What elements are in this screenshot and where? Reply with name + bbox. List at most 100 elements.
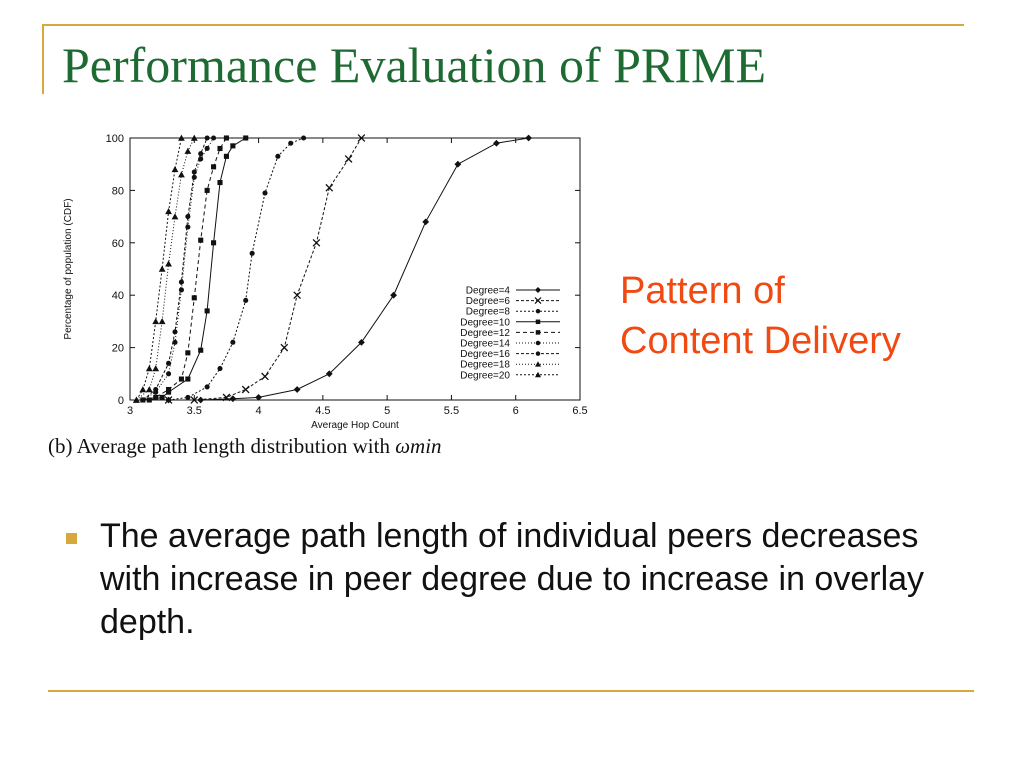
y-tick-label: 20 <box>112 343 124 355</box>
series-point-0 <box>358 338 365 346</box>
legend-marker <box>535 351 541 356</box>
series-point-3 <box>185 376 191 382</box>
series-point-8 <box>133 396 140 403</box>
series-point-7 <box>165 260 172 267</box>
x-tick-label: 5 <box>384 405 390 417</box>
series-point-1 <box>312 238 321 247</box>
series-point-0 <box>293 386 301 393</box>
x-tick-label: 4 <box>256 405 262 417</box>
pattern-label-line-1: Pattern of <box>620 270 785 312</box>
series-point-8 <box>158 265 166 272</box>
series-point-1 <box>222 393 231 402</box>
series-point-2 <box>230 339 236 345</box>
series-point-2 <box>204 384 210 390</box>
series-point-4 <box>191 295 197 301</box>
series-point-3 <box>204 308 210 314</box>
series-point-1 <box>293 291 302 300</box>
series-point-0 <box>390 291 397 299</box>
series-point-5 <box>198 156 204 162</box>
series-point-2 <box>249 250 255 256</box>
series-point-6 <box>191 169 197 175</box>
y-axis-label: Percentage of population (CDF) <box>63 198 74 339</box>
series-point-7 <box>178 171 185 178</box>
legend-label: Degree=18 <box>460 360 510 371</box>
plot-frame <box>129 137 581 401</box>
legend-label: Degree=16 <box>460 349 510 360</box>
series-point-1 <box>241 385 250 394</box>
x-axis-label: Average Hop Count <box>311 420 399 431</box>
series-point-7 <box>145 386 153 393</box>
series-point-5 <box>178 287 184 293</box>
series-point-8 <box>178 134 185 141</box>
series-point-6 <box>166 360 172 366</box>
series-point-6 <box>172 329 178 335</box>
y-tick-label: 0 <box>118 395 124 407</box>
series-point-1 <box>325 183 334 192</box>
legend-marker <box>535 361 541 367</box>
y-tick-label: 40 <box>112 290 124 302</box>
legend-marker <box>535 319 541 325</box>
series-point-4 <box>223 135 229 141</box>
slide-title: Performance Evaluation of PRIME <box>62 37 766 93</box>
series-point-6 <box>185 214 191 220</box>
x-tick-label: 5.5 <box>444 405 459 417</box>
series-line-5 <box>142 137 215 401</box>
legend-bg <box>426 282 566 382</box>
series-point-2 <box>166 397 172 403</box>
y-tick-label: 100 <box>106 133 124 145</box>
legend-marker <box>535 371 541 378</box>
cdf-chart-svg: 3 3.5 4 4.5 5 5.5 6 6.5 0 20 40 60 80 100 Average Hop … <box>63 133 588 431</box>
series-point-0 <box>454 160 462 168</box>
series-point-8 <box>171 166 179 173</box>
series-point-4 <box>211 164 217 170</box>
series-point-3 <box>223 153 229 159</box>
series-point-7 <box>171 213 179 220</box>
title-left-rule <box>42 24 44 94</box>
series-point-6 <box>178 279 184 285</box>
series-point-3 <box>159 394 165 400</box>
series-point-1 <box>261 372 269 381</box>
series-point-3 <box>217 179 223 186</box>
legend-label: Degree=6 <box>466 296 511 307</box>
pattern-label: Pattern of Content Delivery <box>620 266 1020 366</box>
series-point-3 <box>230 143 236 149</box>
series-point-3 <box>198 347 204 353</box>
series-point-2 <box>185 394 191 400</box>
series-point-2 <box>288 140 294 146</box>
series-point-7 <box>152 365 160 372</box>
x-tick-label: 6 <box>513 405 519 417</box>
series-point-2 <box>262 190 268 196</box>
series-point-4 <box>166 386 172 393</box>
legend-marker <box>535 340 541 346</box>
bullet-square-icon <box>66 533 77 544</box>
bottom-rule <box>48 690 974 692</box>
series-line-2 <box>168 137 304 401</box>
pattern-label-line-2: Content Delivery <box>620 320 901 362</box>
series-point-4 <box>185 350 191 356</box>
series-point-8 <box>145 365 153 372</box>
series-point-1 <box>357 134 366 142</box>
y-tick-label: 80 <box>112 185 124 197</box>
legend-label: Degree=12 <box>460 328 510 339</box>
series-point-2 <box>301 135 307 141</box>
series-point-1 <box>280 343 289 352</box>
series-point-4 <box>217 145 223 152</box>
series-point-0 <box>229 395 237 403</box>
legend-label: Degree=14 <box>460 339 510 350</box>
series-point-2 <box>275 153 281 159</box>
series-point-0 <box>325 370 333 378</box>
series-point-5 <box>204 145 210 152</box>
series-point-4 <box>153 394 159 400</box>
series-point-5 <box>166 371 172 377</box>
series-point-0 <box>493 139 500 147</box>
caption-math: ωmin <box>395 434 442 458</box>
legend-marker <box>534 297 542 305</box>
x-tick-label: 3.5 <box>187 405 202 417</box>
series-point-6 <box>198 151 204 157</box>
series-point-5 <box>185 224 191 230</box>
series-point-7 <box>158 318 166 325</box>
caption-text: (b) Average path length distribution wit… <box>48 434 390 458</box>
x-tick-label: 4.5 <box>315 405 330 417</box>
series-line-6 <box>142 137 208 401</box>
series-point-6 <box>140 397 146 403</box>
